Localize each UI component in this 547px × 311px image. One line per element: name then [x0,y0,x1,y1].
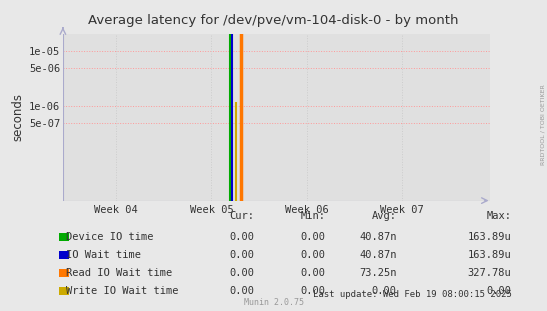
Text: 0.00: 0.00 [486,286,511,296]
Text: Average latency for /dev/pve/vm-104-disk-0 - by month: Average latency for /dev/pve/vm-104-disk… [88,14,459,27]
Text: RRDTOOL / TOBI OETIKER: RRDTOOL / TOBI OETIKER [540,84,545,165]
Text: 0.00: 0.00 [229,232,254,242]
Text: Cur:: Cur: [229,211,254,221]
Text: Munin 2.0.75: Munin 2.0.75 [243,298,304,307]
Text: 0.00: 0.00 [300,286,325,296]
Text: 163.89u: 163.89u [468,250,511,260]
Text: Read IO Wait time: Read IO Wait time [66,268,172,278]
Text: IO Wait time: IO Wait time [66,250,141,260]
Text: Min:: Min: [300,211,325,221]
Text: Max:: Max: [486,211,511,221]
Text: Avg:: Avg: [371,211,397,221]
Text: 0.00: 0.00 [371,286,397,296]
Text: 0.00: 0.00 [300,268,325,278]
Text: 0.00: 0.00 [229,286,254,296]
Text: 0.00: 0.00 [300,232,325,242]
Text: Device IO time: Device IO time [66,232,153,242]
Text: Last update: Wed Feb 19 08:00:15 2025: Last update: Wed Feb 19 08:00:15 2025 [312,290,511,299]
Text: 0.00: 0.00 [229,250,254,260]
Y-axis label: seconds: seconds [11,93,25,142]
Text: 163.89u: 163.89u [468,232,511,242]
Text: 40.87n: 40.87n [359,232,397,242]
Text: 0.00: 0.00 [229,268,254,278]
Text: 0.00: 0.00 [300,250,325,260]
Text: 73.25n: 73.25n [359,268,397,278]
Text: 40.87n: 40.87n [359,250,397,260]
Text: Write IO Wait time: Write IO Wait time [66,286,178,296]
Text: 327.78u: 327.78u [468,268,511,278]
